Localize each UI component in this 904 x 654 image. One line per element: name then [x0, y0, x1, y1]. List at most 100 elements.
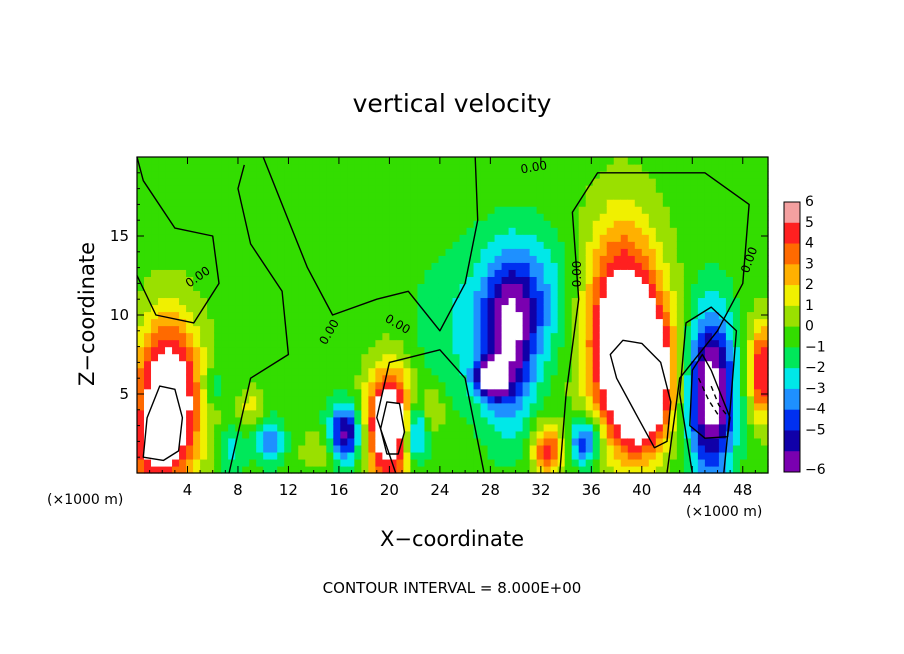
heatmap-cell [277, 465, 285, 474]
heatmap-cell [606, 325, 615, 334]
heatmap-cell [494, 234, 503, 242]
heatmap-cell [697, 192, 706, 200]
heatmap-cell [494, 157, 503, 165]
heatmap-cell [599, 465, 608, 474]
heatmap-cell [508, 416, 517, 425]
heatmap-cell [676, 360, 685, 369]
heatmap-cell [410, 304, 419, 313]
heatmap-cell [732, 199, 741, 207]
heatmap-cell [207, 416, 215, 425]
heatmap-cell [340, 416, 348, 425]
heatmap-cell [438, 297, 447, 306]
heatmap-cell [585, 234, 594, 242]
heatmap-cell [263, 423, 271, 432]
heatmap-cell [242, 185, 250, 193]
heatmap-cell [760, 185, 769, 193]
heatmap-cell [179, 262, 187, 270]
heatmap-cell [746, 276, 755, 284]
heatmap-cell [501, 157, 510, 165]
heatmap-cell [417, 164, 426, 172]
heatmap-cell [522, 164, 531, 172]
heatmap-cell [627, 262, 636, 270]
heatmap-cell [718, 241, 727, 249]
heatmap-cell [452, 346, 461, 355]
x-tick-label: 16 [329, 481, 348, 499]
heatmap-cell [235, 318, 243, 327]
heatmap-cell [641, 465, 650, 474]
heatmap-cell [403, 402, 412, 411]
heatmap-cell [179, 360, 187, 369]
heatmap-cell [200, 192, 208, 200]
heatmap-cell [256, 381, 264, 390]
heatmap-cell [284, 409, 292, 418]
heatmap-cell [347, 402, 355, 411]
heatmap-cell [417, 290, 426, 299]
heatmap-cell [592, 395, 601, 404]
heatmap-cell [242, 241, 250, 249]
heatmap-cell [648, 192, 657, 200]
heatmap-cell [613, 199, 622, 207]
heatmap-cell [431, 360, 440, 369]
heatmap-cell [466, 269, 475, 277]
heatmap-cell [200, 325, 208, 334]
heatmap-cell [326, 395, 334, 404]
heatmap-cell [319, 311, 327, 320]
heatmap-cell [676, 269, 685, 277]
heatmap-cell [207, 409, 215, 418]
heatmap-cell [172, 367, 180, 376]
heatmap-cell [242, 367, 250, 376]
heatmap-cell [655, 276, 664, 284]
heatmap-cell [445, 423, 454, 432]
heatmap-cell [592, 234, 601, 242]
x-tick-label: 24 [430, 481, 449, 499]
heatmap-cell [739, 297, 748, 306]
heatmap-cell [711, 241, 720, 249]
heatmap-cell [214, 444, 222, 453]
heatmap-cell [508, 458, 517, 467]
heatmap-cell [284, 311, 292, 320]
heatmap-cell [305, 388, 313, 397]
heatmap-cell [676, 409, 685, 418]
heatmap-cell [690, 304, 699, 313]
heatmap-cell [221, 409, 229, 418]
heatmap-cell [438, 339, 447, 348]
heatmap-cell [410, 269, 419, 277]
heatmap-cell [543, 171, 552, 179]
heatmap-cell [144, 164, 152, 172]
heatmap-cell [648, 374, 657, 383]
heatmap-cell [298, 185, 306, 193]
heatmap-cell [214, 325, 222, 334]
heatmap-cell [445, 227, 454, 235]
heatmap-cell [389, 199, 398, 207]
heatmap-cell [746, 367, 755, 376]
heatmap-cell [585, 297, 594, 306]
heatmap-cell [403, 332, 412, 341]
heatmap-cell [634, 423, 643, 432]
heatmap-cell [543, 269, 552, 277]
heatmap-cell [620, 381, 629, 390]
heatmap-cell [662, 283, 671, 292]
heatmap-cell [676, 437, 685, 446]
heatmap-cell [704, 430, 713, 439]
heatmap-cell [200, 458, 208, 467]
heatmap-cell [585, 283, 594, 292]
heatmap-cell [543, 416, 552, 425]
heatmap-cell [319, 220, 327, 228]
heatmap-cell [445, 192, 454, 200]
heatmap-cell [172, 458, 180, 467]
heatmap-cell [564, 409, 573, 418]
heatmap-cell [207, 213, 215, 221]
heatmap-cell [263, 213, 271, 221]
heatmap-cell [494, 241, 503, 249]
heatmap-cell [382, 423, 390, 432]
heatmap-cell [578, 325, 587, 334]
heatmap-cell [319, 185, 327, 193]
heatmap-cell [592, 220, 601, 228]
heatmap-cell [536, 423, 545, 432]
heatmap-cell [207, 234, 215, 242]
heatmap-cell [648, 157, 657, 165]
heatmap-cell [529, 171, 538, 179]
heatmap-cell [249, 451, 257, 460]
heatmap-cell [424, 388, 433, 397]
heatmap-cell [200, 283, 208, 292]
